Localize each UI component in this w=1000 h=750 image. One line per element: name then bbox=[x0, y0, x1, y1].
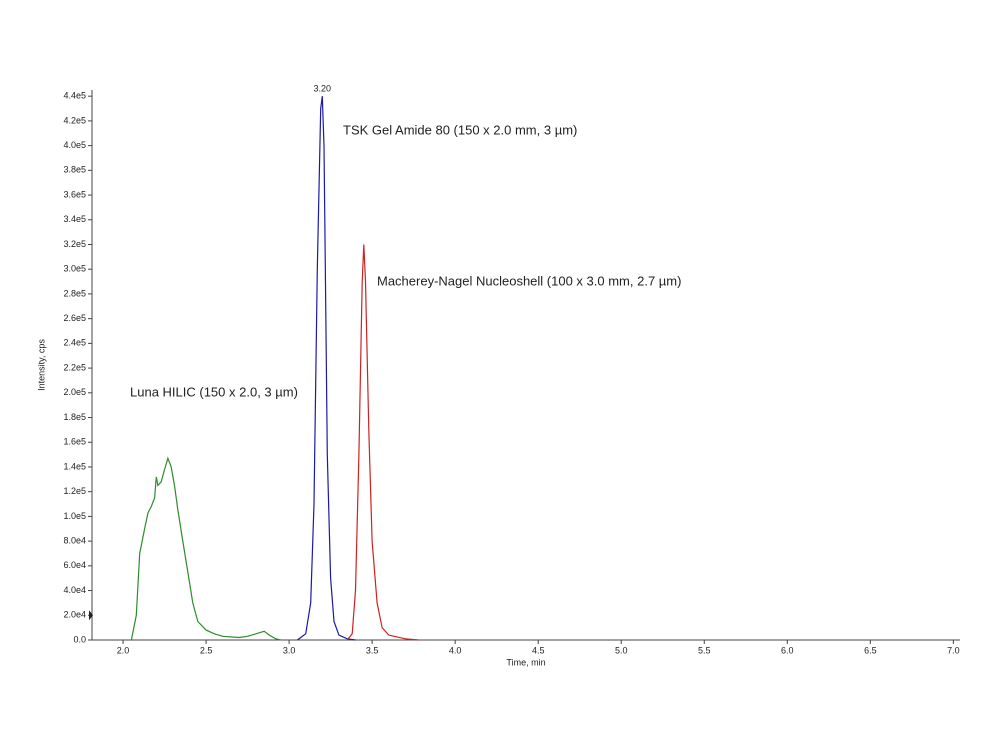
x-tick-label: 5.0 bbox=[615, 645, 628, 655]
x-tick-label: 7.0 bbox=[947, 645, 960, 655]
y-tick-label: 3.8e5 bbox=[63, 165, 86, 175]
x-axis-label: Time, min bbox=[506, 657, 545, 667]
y-tick-label: 1.4e5 bbox=[63, 461, 86, 471]
x-tick-label: 6.0 bbox=[781, 645, 794, 655]
y-tick-label: 6.0e4 bbox=[63, 560, 86, 570]
y-tick-label: 3.0e5 bbox=[63, 264, 86, 274]
x-tick-label: 6.5 bbox=[864, 645, 877, 655]
x-tick-label: 4.5 bbox=[532, 645, 545, 655]
y-tick-label: 2.0e4 bbox=[63, 610, 86, 620]
x-tick-label: 2.0 bbox=[117, 645, 130, 655]
y-tick-label: 2.4e5 bbox=[63, 338, 86, 348]
y-tick-label: 4.4e5 bbox=[63, 91, 86, 101]
series-line bbox=[130, 456, 281, 641]
y-tick-label: 2.8e5 bbox=[63, 288, 86, 298]
x-tick-label: 2.5 bbox=[200, 645, 213, 655]
x-tick-label: 3.5 bbox=[366, 645, 379, 655]
series-line bbox=[297, 96, 356, 641]
y-tick-label: 2.6e5 bbox=[63, 313, 86, 323]
y-axis-label: Intensity, cps bbox=[36, 339, 46, 391]
y-tick-label: 8.0e4 bbox=[63, 535, 86, 545]
x-tick-label: 5.5 bbox=[698, 645, 711, 655]
y-tick-label: 4.0e5 bbox=[63, 140, 86, 150]
y-tick-label: 1.6e5 bbox=[63, 437, 86, 447]
y-tick-label: 4.0e4 bbox=[63, 585, 86, 595]
series-line bbox=[346, 244, 419, 641]
x-tick-label: 4.0 bbox=[449, 645, 462, 655]
x-tick-label: 3.0 bbox=[283, 645, 296, 655]
y-tick-label: 2.2e5 bbox=[63, 362, 86, 372]
series-annotation: Luna HILIC (150 x 2.0, 3 µm) bbox=[130, 384, 298, 399]
y-tick-label: 1.8e5 bbox=[63, 412, 86, 422]
y-tick-label: 1.2e5 bbox=[63, 486, 86, 496]
y-tick-label: 0.0 bbox=[73, 634, 86, 644]
y-tick-label: 3.4e5 bbox=[63, 214, 86, 224]
y-tick-label: 2.0e5 bbox=[63, 387, 86, 397]
y-tick-label: 4.2e5 bbox=[63, 115, 86, 125]
y-tick-label: 3.2e5 bbox=[63, 239, 86, 249]
peak-label: 3.20 bbox=[314, 84, 332, 94]
axis-marker bbox=[89, 610, 93, 621]
series-annotation: Macherey-Nagel Nucleoshell (100 x 3.0 mm… bbox=[377, 273, 681, 288]
y-tick-label: 1.0e5 bbox=[63, 511, 86, 521]
series-annotation: TSK Gel Amide 80 (150 x 2.0 mm, 3 µm) bbox=[343, 122, 577, 137]
y-tick-label: 3.6e5 bbox=[63, 189, 86, 199]
